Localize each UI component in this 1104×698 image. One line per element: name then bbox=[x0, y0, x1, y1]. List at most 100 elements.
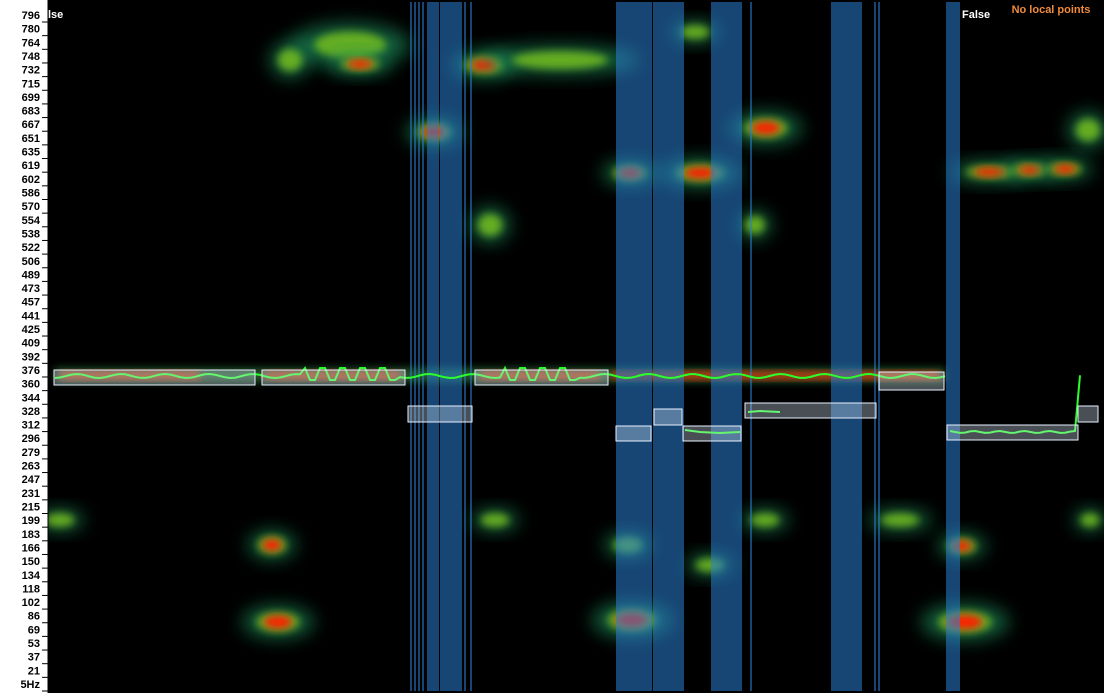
axis-label: 21 bbox=[28, 665, 40, 677]
glow bbox=[512, 51, 608, 69]
region bbox=[464, 2, 466, 691]
axis-label: 699 bbox=[22, 92, 40, 104]
region bbox=[874, 2, 876, 691]
axis-label: 619 bbox=[22, 160, 40, 172]
axis-label: 231 bbox=[22, 488, 40, 500]
axis-label: 150 bbox=[22, 556, 40, 568]
axis-label: 102 bbox=[22, 597, 40, 609]
axis-label: 667 bbox=[22, 119, 40, 131]
axis-label: 344 bbox=[22, 392, 41, 404]
glow bbox=[745, 216, 765, 234]
region bbox=[750, 2, 752, 691]
axis-label: 425 bbox=[22, 324, 40, 336]
glow bbox=[1080, 513, 1100, 527]
glow bbox=[314, 31, 386, 59]
axis-label: 86 bbox=[28, 611, 40, 623]
region bbox=[427, 2, 439, 691]
axis-label: 780 bbox=[22, 24, 40, 36]
glow bbox=[45, 513, 75, 527]
axis-label: 53 bbox=[28, 638, 40, 650]
axis-label: 312 bbox=[22, 420, 40, 432]
note-box bbox=[878, 371, 945, 391]
frequency-axis: 7967807647487327156996836676516356196025… bbox=[20, 10, 48, 692]
pitch-line bbox=[54, 365, 946, 381]
axis-label: 247 bbox=[22, 474, 40, 486]
glow bbox=[750, 513, 780, 527]
status-badge bbox=[1005, 2, 1097, 17]
glow bbox=[478, 214, 502, 236]
glow bbox=[1076, 119, 1100, 141]
axis-label: 506 bbox=[22, 256, 40, 268]
axis-label: 279 bbox=[22, 447, 40, 459]
glow bbox=[480, 513, 510, 527]
pitch-core bbox=[480, 372, 600, 379]
glow bbox=[278, 49, 302, 71]
axis-label: 796 bbox=[22, 10, 40, 22]
axis-label: 69 bbox=[28, 624, 40, 636]
axis-label: 538 bbox=[22, 228, 40, 240]
axis-label: 570 bbox=[22, 201, 40, 213]
axis-label: 328 bbox=[22, 406, 40, 418]
pitch-core bbox=[265, 372, 400, 379]
core bbox=[263, 615, 293, 629]
axis-label: 732 bbox=[22, 65, 40, 77]
status-text: No local points bbox=[1012, 4, 1091, 16]
note-box bbox=[53, 369, 256, 386]
flag-label: lse bbox=[48, 9, 63, 21]
core bbox=[751, 121, 781, 135]
axis-label: 392 bbox=[22, 351, 40, 363]
region bbox=[440, 2, 462, 691]
core bbox=[1018, 165, 1042, 175]
axis-label: 748 bbox=[22, 51, 40, 63]
glow bbox=[880, 513, 920, 527]
region bbox=[711, 2, 742, 691]
axis-label: 215 bbox=[22, 502, 40, 514]
spectral-haze bbox=[55, 63, 1080, 603]
axis-label: 715 bbox=[22, 78, 40, 90]
axis-label: 409 bbox=[22, 338, 40, 350]
axis-panel bbox=[0, 0, 48, 693]
axis-label: 183 bbox=[22, 529, 40, 541]
axis-label: 118 bbox=[22, 583, 40, 595]
axis-label: 134 bbox=[22, 570, 41, 582]
flag-label: False bbox=[962, 9, 990, 21]
axis-label: 5Hz bbox=[20, 679, 40, 691]
axis-label: 37 bbox=[28, 652, 40, 664]
core bbox=[262, 539, 282, 551]
axis-label: 441 bbox=[22, 310, 40, 322]
axis-label: 376 bbox=[22, 365, 40, 377]
pitch-track bbox=[54, 365, 1081, 435]
note-box bbox=[615, 425, 652, 442]
region bbox=[616, 2, 652, 691]
axis-label: 635 bbox=[22, 147, 40, 159]
axis-label: 166 bbox=[22, 542, 40, 554]
axis-label: 473 bbox=[22, 283, 40, 295]
axis-label: 651 bbox=[22, 133, 40, 145]
pitch-core bbox=[612, 372, 940, 379]
region bbox=[946, 2, 960, 691]
axis-label: 683 bbox=[22, 106, 40, 118]
region bbox=[878, 2, 880, 691]
region bbox=[418, 2, 420, 691]
pitch-line bbox=[949, 375, 1081, 434]
glow bbox=[680, 25, 710, 39]
core bbox=[1053, 164, 1077, 174]
axis-label: 586 bbox=[22, 187, 40, 199]
region bbox=[410, 2, 412, 691]
axis-label: 296 bbox=[22, 433, 40, 445]
pitch-line bbox=[747, 409, 781, 413]
core bbox=[684, 167, 716, 179]
core bbox=[974, 167, 1006, 177]
axis-label: 457 bbox=[22, 297, 40, 309]
note-box bbox=[407, 405, 473, 423]
axis-label: 360 bbox=[22, 379, 40, 391]
axis-label: 263 bbox=[22, 461, 40, 473]
region bbox=[831, 2, 862, 691]
note-box bbox=[261, 369, 406, 386]
note-boxes bbox=[53, 369, 1099, 442]
region bbox=[414, 2, 416, 691]
region bbox=[422, 2, 424, 691]
axis-label: 764 bbox=[22, 37, 41, 49]
